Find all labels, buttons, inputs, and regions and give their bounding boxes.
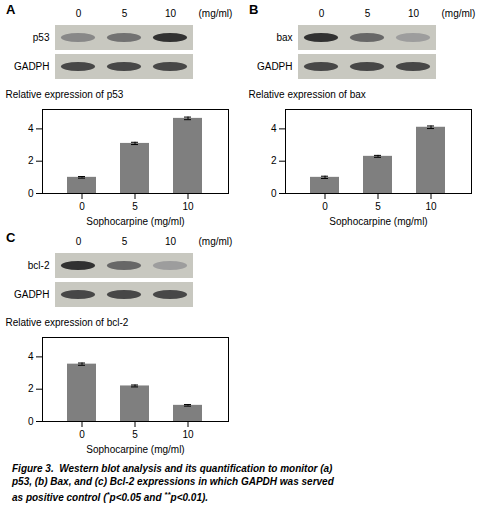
svg-text:bcl-2: bcl-2 [28, 260, 50, 271]
svg-text:Relative expression of p53: Relative expression of p53 [6, 89, 124, 100]
svg-text:0: 0 [28, 188, 34, 199]
svg-text:0: 0 [76, 236, 82, 247]
svg-text:5: 5 [375, 201, 381, 212]
html-text:B: B [249, 2, 259, 17]
svg-text:2: 2 [28, 155, 34, 166]
svg-text:Relative expression of bcl-2: Relative expression of bcl-2 [6, 317, 129, 328]
svg-text:0: 0 [319, 8, 325, 19]
svg-text:2: 2 [28, 383, 34, 394]
svg-text:0: 0 [271, 188, 277, 199]
svg-text:0: 0 [79, 201, 85, 212]
svg-text:2: 2 [271, 155, 277, 166]
svg-text:(mg/ml): (mg/ml) [199, 236, 233, 247]
svg-text:GADPH: GADPH [257, 61, 293, 72]
svg-text:(mg/ml): (mg/ml) [199, 8, 233, 19]
svg-text:bax: bax [276, 32, 292, 43]
html-text:p53, (b) Bax, and (c) Bcl-2 ex: p53, (b) Bax, and (c) Bcl-2 expressions … [12, 476, 334, 487]
svg-text:Sophocarpine (mg/ml): Sophocarpine (mg/ml) [329, 216, 427, 227]
html-text:A: A [6, 2, 16, 17]
svg-text:Relative expression of bax: Relative expression of bax [249, 89, 366, 100]
svg-text:5: 5 [132, 429, 138, 440]
svg-text:p53: p53 [33, 32, 50, 43]
svg-text:10: 10 [408, 8, 420, 19]
svg-text:4: 4 [28, 351, 34, 362]
html-text:C: C [6, 230, 16, 245]
svg-text:10: 10 [182, 429, 194, 440]
svg-text:5: 5 [122, 8, 128, 19]
svg-text:(mg/ml): (mg/ml) [442, 8, 476, 19]
svg-text:4: 4 [271, 123, 277, 134]
html-text:as positive control (*p<0.05 a: as positive control (*p<0.05 and**p<0.01… [12, 490, 209, 504]
svg-text:10: 10 [165, 236, 177, 247]
svg-text:10: 10 [182, 201, 194, 212]
svg-text:5: 5 [122, 236, 128, 247]
svg-text:GADPH: GADPH [14, 289, 50, 300]
svg-text:10: 10 [165, 8, 177, 19]
svg-text:0: 0 [28, 416, 34, 427]
svg-text:0: 0 [79, 429, 85, 440]
svg-text:5: 5 [132, 201, 138, 212]
svg-text:4: 4 [28, 123, 34, 134]
svg-text:0: 0 [76, 8, 82, 19]
svg-text:Sophocarpine (mg/ml): Sophocarpine (mg/ml) [86, 444, 184, 455]
svg-text:GADPH: GADPH [14, 61, 50, 72]
svg-text:5: 5 [365, 8, 371, 19]
svg-text:Sophocarpine (mg/ml): Sophocarpine (mg/ml) [86, 216, 184, 227]
html-text:Figure 3. Western blot analysi: Figure 3. Western blot analysis and its … [12, 463, 333, 474]
svg-text:0: 0 [322, 201, 328, 212]
svg-text:10: 10 [425, 201, 437, 212]
